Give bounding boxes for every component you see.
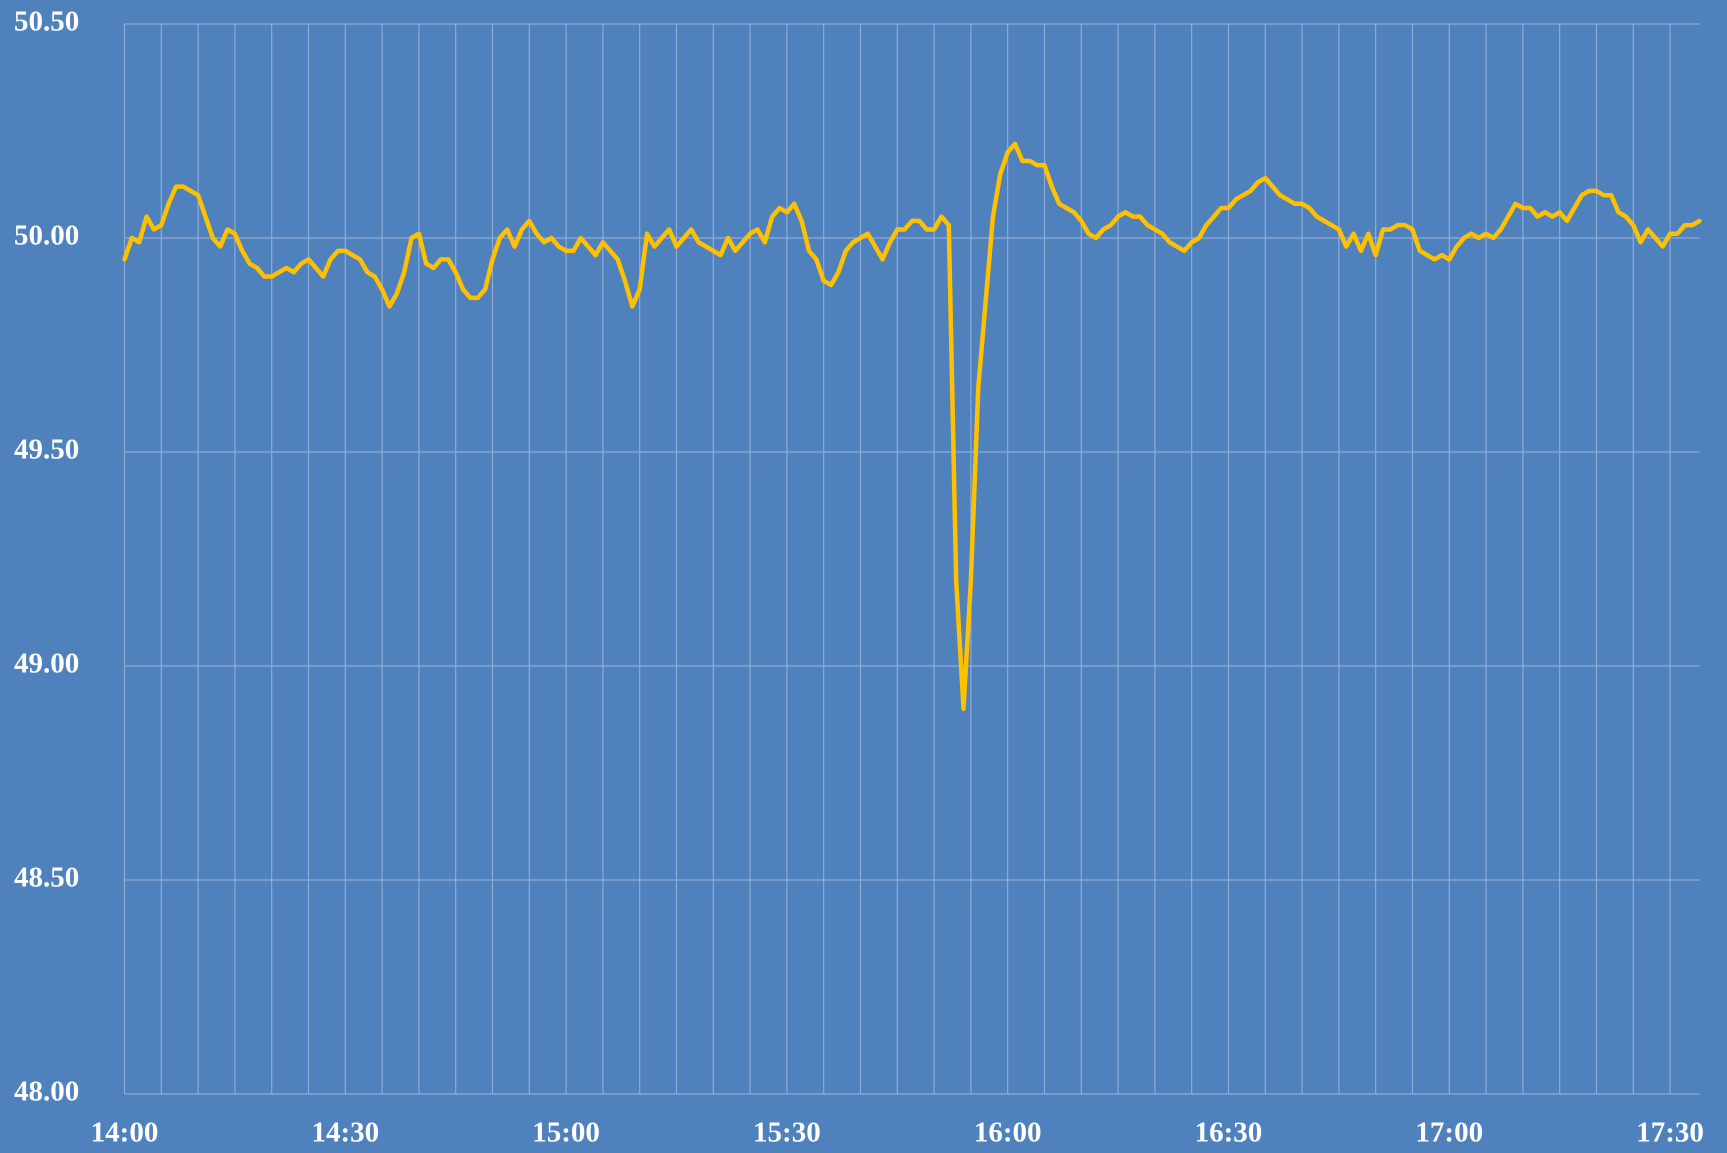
y-tick-label: 49.50 <box>14 434 79 466</box>
line <box>122 141 1702 712</box>
x-tick-label: 16:00 <box>974 1117 1042 1149</box>
x-tick-label: 14:30 <box>311 1117 379 1149</box>
x-tick-label: 16:30 <box>1195 1117 1263 1149</box>
x-tick-label: 17:30 <box>1636 1117 1704 1149</box>
y-tick-label: 50.00 <box>14 220 79 252</box>
x-tick-label: 15:30 <box>753 1117 821 1149</box>
y-tick-label: 48.00 <box>14 1076 79 1108</box>
x-tick-label: 17:00 <box>1415 1117 1483 1149</box>
x-tick-label: 14:00 <box>91 1117 159 1149</box>
y-tick-label: 49.00 <box>14 648 79 680</box>
y-tick-label: 48.50 <box>14 862 79 894</box>
y-tick-label: 50.50 <box>14 6 79 38</box>
x-tick-label: 15:00 <box>532 1117 600 1149</box>
